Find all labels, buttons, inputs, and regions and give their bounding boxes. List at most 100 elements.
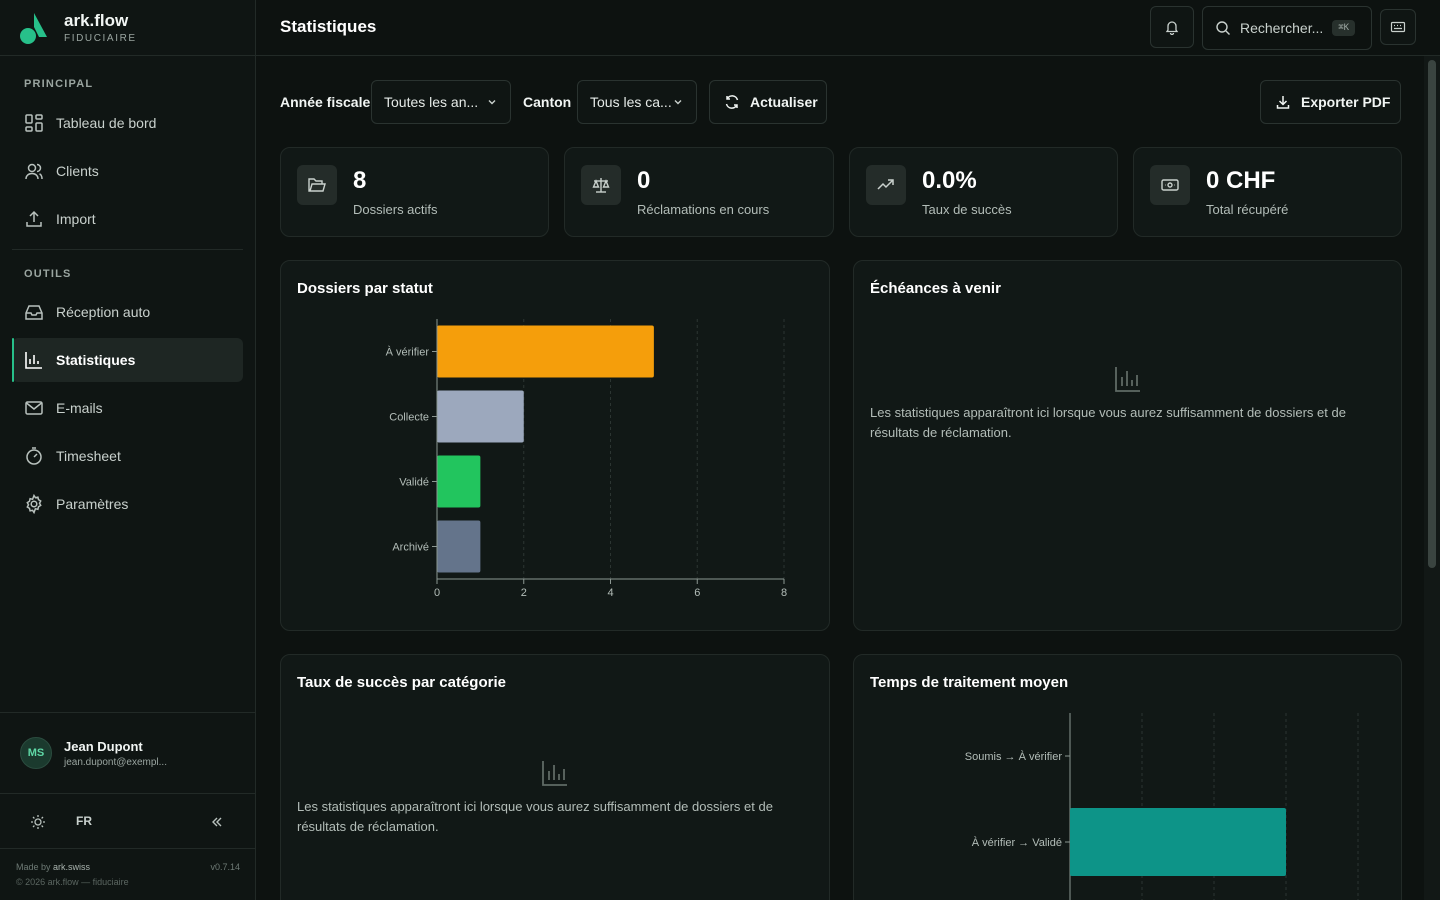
x-tick-label: 2 [521,587,527,599]
panel-title: Dossiers par statut [297,280,433,297]
empty-state-message: Les statistiques apparaîtront ici lorsqu… [870,405,1346,440]
chart-temps-traitement: Soumis → À vérifier À vérifier → Validé [965,713,1359,900]
empty-state-message: Les statistiques apparaîtront ici lorsqu… [297,799,773,834]
stat-label: Réclamations en cours [637,202,770,217]
panel-title: Échéances à venir [870,280,1001,297]
panel-taux-succes-categorie: Taux de succès par catégorie Les statist… [280,654,830,900]
language-switch[interactable]: FR [76,814,92,828]
sidebar-item-reception-auto[interactable]: Réception auto [12,290,243,334]
made-by-link[interactable]: ark.swiss [53,862,91,872]
stat-value: 8 [353,167,367,194]
stat-label: Total récupéré [1206,202,1289,217]
y-tick-label: Collecte [389,412,429,424]
user-email: jean.dupont@exempl... [64,756,167,768]
section-outils: OUTILS [24,268,72,280]
stat-card-taux-succes: 0.0% Taux de succès [849,147,1118,237]
chart-dossiers-par-statut: À vérifier Collecte Validé Archivé 0 2 4 6 8 [386,319,787,599]
stat-card-dossiers-actifs: 8 Dossiers actifs [280,147,549,237]
sidebar-item-clients[interactable]: Clients [12,149,243,193]
panel-title: Temps de traitement moyen [870,674,1069,691]
x-tick-label: 0 [434,587,440,599]
sidebar-footer: Made by ark.swiss v0.7.14 © 2026 ark.flo… [16,862,240,887]
empty-chart-icon [542,761,567,786]
bar-1 [1070,808,1286,876]
export-label: Exporter PDF [1301,94,1391,110]
sidebar-item-label: Timesheet [56,448,121,464]
sidebar-item-label: E-mails [56,400,103,416]
top-bar: Statistiques Rechercher... ⌘K [256,0,1440,56]
chevron-down-icon [674,100,682,105]
y-tick-label: À vérifier [386,346,430,359]
bar-2 [437,455,481,508]
folder-icon [297,165,337,205]
notifications-button[interactable] [1150,6,1194,48]
fiscal-year-label: Année fiscale [280,94,371,110]
sidebar-item-label: Import [56,211,96,227]
users-icon [24,161,44,181]
app-version: v0.7.14 [210,862,240,872]
fiscal-year-value: Toutes les an... [384,94,479,110]
sidebar-item-parametres[interactable]: Paramètres [12,482,243,526]
empty-chart-icon [1115,367,1140,392]
fiscal-year-select[interactable]: Toutes les an... [371,80,511,124]
made-by: Made by ark.swiss [16,862,90,872]
y-tick-label: Validé [399,477,429,489]
stat-value: 0.0% [922,167,977,194]
stat-label: Dossiers actifs [353,202,438,217]
y-tick-label: Soumis → À vérifier [965,750,1063,763]
keyboard-shortcuts-button[interactable] [1380,9,1416,45]
sidebar-item-statistiques[interactable]: Statistiques [12,338,243,382]
refresh-icon [724,94,740,110]
avatar: MS [20,737,52,769]
sidebar-item-label: Paramètres [56,496,129,512]
sidebar-item-e-mails[interactable]: E-mails [12,386,243,430]
panel-echeances-a-venir: Échéances à venir Les statistiques appar… [853,260,1402,631]
gear-icon [24,494,44,514]
export-pdf-button[interactable]: Exporter PDF [1260,80,1401,124]
sidebar-item-timesheet[interactable]: Timesheet [12,434,243,478]
scale-icon [581,165,621,205]
chevron-down-icon [488,100,496,105]
canton-select[interactable]: Tous les ca... [577,80,697,124]
bell-icon [1165,21,1179,35]
canton-label: Canton [523,94,572,110]
collapse-sidebar-icon[interactable] [209,814,225,830]
sidebar-controls: FR [0,793,255,849]
x-tick-label: 8 [781,587,787,599]
brand-subtitle: FIDUCIAIRE [64,32,137,44]
page-scrollbar-thumb[interactable] [1428,60,1436,568]
canton-value: Tous les ca... [590,94,672,110]
brand[interactable]: ark.flow FIDUCIAIRE [0,0,255,56]
panel-temps-traitement: Temps de traitement moyen Soumis → À vér… [853,654,1402,900]
timer-icon [24,446,44,466]
sidebar: ark.flow FIDUCIAIRE PRINCIPAL Tableau de… [0,0,256,900]
upload-icon [24,209,44,229]
copyright: © 2026 ark.flow — fiduciaire [16,877,129,887]
user-profile[interactable]: MS Jean Dupont jean.dupont@exempl... [0,712,255,793]
y-tick-label: Archivé [392,542,429,554]
sidebar-item-tableau-de-bord[interactable]: Tableau de bord [12,101,243,145]
trending-up-icon [866,165,906,205]
stat-label: Taux de succès [922,202,1012,217]
search-input[interactable]: Rechercher... ⌘K [1202,6,1372,50]
grid-icon [24,113,44,133]
sidebar-item-label: Statistiques [56,352,136,368]
y-tick-label: À vérifier → Validé [972,836,1062,849]
search-placeholder: Rechercher... [1240,20,1324,36]
bar-0 [437,325,654,378]
sidebar-item-label: Clients [56,163,99,179]
search-icon [1216,21,1230,35]
bar-chart-icon [24,350,44,370]
sidebar-item-import[interactable]: Import [12,197,243,241]
section-principal: PRINCIPAL [24,78,94,90]
theme-toggle-sun-icon[interactable] [30,814,46,830]
mail-icon [24,398,44,418]
stat-card-total-recupere: 0 CHF Total récupéré [1133,147,1402,237]
brand-name: ark.flow [64,10,129,30]
refresh-label: Actualiser [750,94,818,110]
stat-value: 0 [637,167,651,194]
ark-flow-logo-icon [20,12,47,44]
x-tick-label: 6 [694,587,700,599]
sidebar-item-label: Réception auto [56,304,151,320]
refresh-button[interactable]: Actualiser [709,80,827,124]
